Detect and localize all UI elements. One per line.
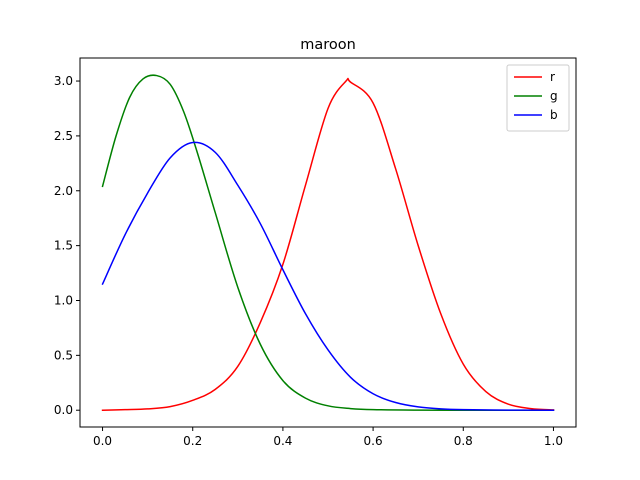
series-line-g: [101, 74, 555, 411]
x-tick-label: 0.6: [364, 434, 383, 448]
series-line-r: [101, 77, 555, 411]
y-tick-label: 2.0: [54, 184, 73, 198]
legend-label-r: r: [550, 70, 555, 84]
x-tick-label: 0.2: [183, 434, 202, 448]
y-tick-label: 0.0: [54, 403, 73, 417]
x-tick-label: 0.0: [93, 434, 112, 448]
legend-label-g: g: [550, 89, 558, 103]
y-tick-label: 1.0: [54, 293, 73, 307]
x-tick-label: 0.8: [454, 434, 473, 448]
legend: rgb: [506, 64, 570, 132]
y-tick-label: 0.5: [54, 348, 73, 362]
x-tick-label: 0.4: [273, 434, 292, 448]
legend-box: [506, 64, 570, 132]
chart-title: maroon: [300, 37, 356, 53]
y-tick-label: 2.5: [54, 129, 73, 143]
legend-label-b: b: [550, 108, 558, 122]
y-axis: 0.0 0.5 1.0 1.5 2.0 2.5 3.0: [54, 74, 80, 417]
series-lines: [101, 74, 555, 411]
y-tick-label: 1.5: [54, 239, 73, 253]
x-axis: 0.0 0.2 0.4 0.6 0.8 1.0: [93, 427, 563, 448]
plot-area-frame: [79, 57, 577, 428]
y-tick-label: 3.0: [54, 74, 73, 88]
x-tick-label: 1.0: [544, 434, 563, 448]
series-line-b: [101, 141, 555, 411]
